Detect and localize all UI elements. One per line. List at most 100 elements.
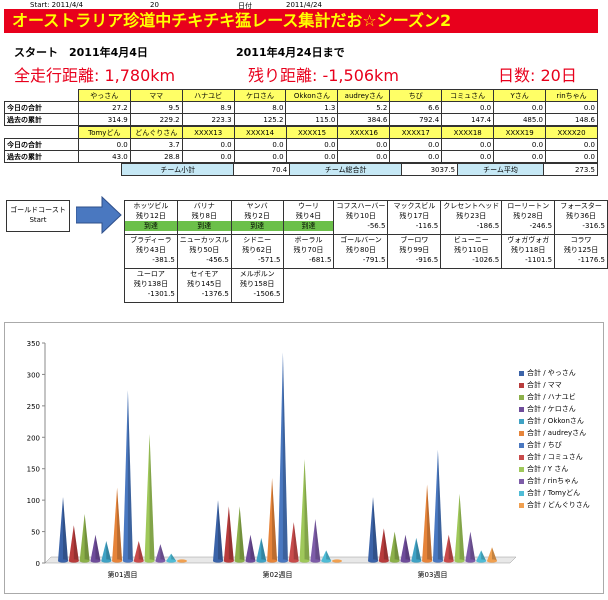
arrived-badge: 到達 bbox=[178, 221, 231, 231]
bar-cone bbox=[58, 497, 68, 561]
route-stop: ユーロア 残り138日 -1301.5 bbox=[124, 268, 178, 303]
right-arrow-icon bbox=[76, 196, 122, 234]
stop-name: メルボルン bbox=[239, 270, 275, 278]
bar-cone-base bbox=[245, 559, 256, 563]
today-value: 0.0 bbox=[181, 138, 235, 151]
bar-cone-shade bbox=[73, 525, 79, 561]
stop-distance: -1026.5 bbox=[472, 256, 500, 264]
y-tick-label: 300 bbox=[27, 371, 40, 379]
bar-cone-shade bbox=[228, 506, 234, 561]
today-value: 3.7 bbox=[129, 138, 183, 151]
bar-cone-base bbox=[378, 559, 389, 563]
team-total-value: 3037.5 bbox=[401, 163, 459, 176]
today-value: 0.0 bbox=[389, 138, 443, 151]
route-stop: フォースター 残り36日 -316.5 bbox=[554, 200, 608, 235]
member-name: rinちゃん bbox=[545, 89, 598, 102]
today-value: 1.3 bbox=[285, 101, 339, 114]
bar-cone-base bbox=[332, 559, 342, 563]
past-value: 0.0 bbox=[389, 150, 443, 163]
today-value: 27.2 bbox=[77, 101, 131, 114]
legend-swatch bbox=[519, 406, 524, 412]
weekly-chart: 0 50 100 150 200 250 300 350 第01週目 第02週目 第03週目 合計 … bbox=[4, 322, 604, 594]
bar-cone-base bbox=[465, 559, 476, 563]
bar-cone-shade bbox=[373, 497, 378, 561]
stop-remaining: 残り138日 bbox=[133, 280, 169, 288]
bar-cone-shade bbox=[304, 459, 310, 561]
stop-name: ローリートン bbox=[507, 202, 550, 210]
member-name: XXXX15 bbox=[285, 126, 339, 139]
today-value: 0.0 bbox=[77, 138, 131, 151]
stop-distance: -1176.5 bbox=[577, 256, 605, 264]
past-value: 43.0 bbox=[77, 150, 131, 163]
bar-cone bbox=[378, 528, 389, 561]
bar-cone bbox=[112, 487, 123, 561]
legend-label: 合計 / ちび bbox=[527, 441, 562, 449]
stop-remaining: 残り43日 bbox=[135, 246, 166, 254]
legend-item: 合計 / rinちゃん bbox=[519, 475, 590, 487]
bar-cone-base bbox=[68, 559, 79, 563]
legend-item: 合計 / コミュさん bbox=[519, 451, 590, 463]
stop-remaining: 残り36日 bbox=[566, 212, 597, 220]
team-total-label: チーム総合計 bbox=[289, 163, 403, 176]
y-tick-label: 50 bbox=[31, 529, 40, 537]
route-stop: ホッツビル 残り12日 到達 bbox=[124, 200, 178, 235]
bar-cone-base bbox=[422, 559, 433, 563]
route-stop: ボーラル 残り70日 -681.5 bbox=[282, 234, 335, 269]
bar-cone-shade bbox=[416, 537, 422, 561]
stop-name: シドニー bbox=[243, 236, 272, 244]
stop-remaining: 残り8日 bbox=[191, 212, 218, 220]
route-stop: マックスビル 残り17日 -116.5 bbox=[387, 200, 442, 235]
arrived-badge: 到達 bbox=[284, 221, 333, 231]
team-subtotal-label: チーム小計 bbox=[121, 163, 235, 176]
chart-legend: 合計 / やっさん 合計 / ママ 合計 / ハナユビ 合計 / ケロさん 合計 / O… bbox=[519, 367, 590, 511]
stop-distance: -186.5 bbox=[476, 222, 500, 230]
past-value: 148.6 bbox=[545, 113, 598, 126]
stop-name: ブーロワ bbox=[400, 236, 429, 244]
bar-cone bbox=[79, 513, 90, 561]
stop-name: ウーリ bbox=[297, 202, 319, 210]
bar-cone bbox=[166, 553, 177, 561]
member-name: XXXX14 bbox=[233, 126, 287, 139]
x-category-label: 第01週目 bbox=[108, 570, 138, 579]
route-stop: クレセントヘッド 残り23日 -186.5 bbox=[440, 200, 503, 235]
days-count: 日数: 20日 bbox=[498, 66, 577, 85]
member-name: コミュさん bbox=[441, 89, 495, 102]
bar-cone-shade bbox=[293, 522, 299, 561]
bar-cone bbox=[68, 525, 79, 561]
bar-cone-shade bbox=[218, 500, 223, 561]
bar-cone-shade bbox=[160, 544, 166, 561]
route-stop: ブーロワ 残り99日 -916.5 bbox=[387, 234, 442, 269]
past-value: 28.8 bbox=[129, 150, 183, 163]
arrived-badge: 到達 bbox=[232, 221, 283, 231]
row-label-today: 今日の合計 bbox=[4, 101, 79, 114]
today-value: 0.0 bbox=[493, 138, 547, 151]
y-tick-label: 250 bbox=[27, 403, 40, 411]
bar-cone-base bbox=[223, 559, 234, 563]
arrived-badge: 到達 bbox=[125, 221, 177, 231]
stop-name: セイモア bbox=[190, 270, 219, 278]
bar-cone-shade bbox=[138, 541, 144, 561]
member-name: ケロさん bbox=[233, 89, 287, 102]
bar-cone bbox=[122, 390, 133, 561]
bar-cone-shade bbox=[117, 487, 123, 561]
today-value: 0.0 bbox=[285, 138, 339, 151]
stop-name: コフスハーバー bbox=[336, 202, 386, 210]
team-subtotal-value: 70.4 bbox=[233, 163, 291, 176]
bar-cone-shade bbox=[63, 497, 68, 561]
bar-cone-base bbox=[321, 559, 332, 563]
start-label: Start bbox=[29, 216, 47, 224]
member-name: ママ bbox=[129, 89, 183, 102]
start-city-label: ゴールドコースト bbox=[10, 206, 66, 214]
legend-label: 合計 / Tomyどん bbox=[527, 489, 581, 497]
bar-cone bbox=[487, 547, 497, 561]
stop-remaining: 残り99日 bbox=[399, 246, 430, 254]
team-avg-label: チーム平均 bbox=[457, 163, 544, 176]
today-value: 8.0 bbox=[233, 101, 287, 114]
stop-remaining: 残り62日 bbox=[242, 246, 273, 254]
stop-distance: -316.5 bbox=[582, 222, 605, 230]
today-value: 6.6 bbox=[389, 101, 443, 114]
bar-cone-base bbox=[487, 559, 497, 563]
stop-remaining: 残り50日 bbox=[189, 246, 220, 254]
bar-cone bbox=[422, 484, 433, 561]
route-stop: ニューカッスル 残り50日 -456.5 bbox=[176, 234, 232, 269]
